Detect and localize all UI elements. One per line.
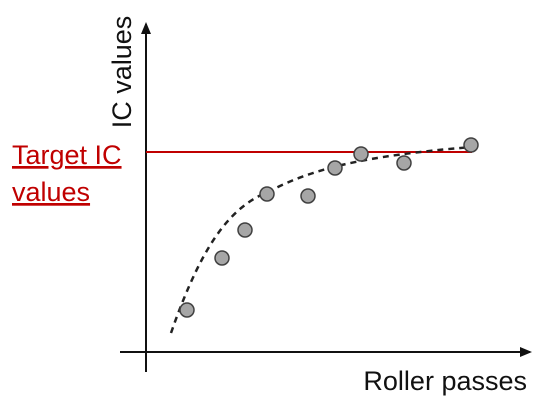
fitted-curve — [169, 145, 473, 334]
data-point — [300, 188, 316, 204]
data-point — [259, 186, 275, 202]
y-axis-label: IC values — [107, 16, 137, 129]
data-point — [179, 302, 195, 318]
data-point — [463, 137, 479, 153]
data-point — [353, 146, 369, 162]
x-axis-label: Roller passes — [363, 366, 527, 396]
data-point — [327, 160, 343, 176]
target-label-line2: values — [12, 177, 90, 207]
data-points — [179, 137, 479, 318]
data-point — [396, 155, 412, 171]
target-label-line1: Target IC — [12, 140, 122, 170]
data-point — [237, 222, 253, 238]
data-point — [214, 250, 230, 266]
